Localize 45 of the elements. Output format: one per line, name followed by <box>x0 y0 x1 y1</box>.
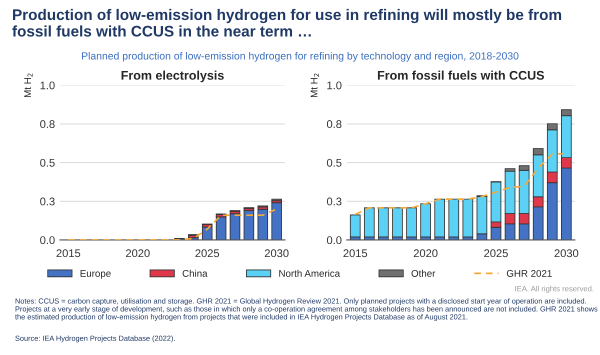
bar <box>448 198 460 238</box>
x-tick-label: 2020 <box>414 249 438 258</box>
x-tick-label: 2020 <box>126 249 150 258</box>
bar <box>378 207 389 238</box>
chart-subtitle: Planned production of low-emission hydrogen for refining by technology and region, 2018-2030 <box>82 52 518 62</box>
y-tick-label: 0.5 <box>326 158 342 167</box>
y-tick-label: 0.8 <box>40 120 55 128</box>
x-tick-label: 2015 <box>343 249 368 258</box>
y-tick-label: 1.0 <box>327 81 342 90</box>
legend-label: Other <box>412 270 436 277</box>
x-tick-label: 2015 <box>56 249 80 258</box>
y-tick-label: 0.5 <box>40 158 55 167</box>
x-tick-label: 2030 <box>554 249 578 258</box>
bar <box>350 214 361 238</box>
bar <box>462 198 474 238</box>
y-axis-title: Mt H$_{2}$ <box>310 74 319 98</box>
y-tick-label: 1.0 <box>40 81 55 90</box>
x-tick-label: 2025 <box>484 249 508 258</box>
legend-label: North America <box>279 270 340 277</box>
bar <box>434 198 446 238</box>
bar <box>216 216 226 240</box>
bar <box>490 226 502 240</box>
y-tick-label: 0.3 <box>326 198 342 206</box>
bar <box>392 207 403 238</box>
legend-label: Europe <box>80 270 111 279</box>
y-tick-label: 0.3 <box>40 198 55 206</box>
bar <box>271 202 282 240</box>
bar <box>244 210 254 240</box>
bar <box>364 207 375 238</box>
bar <box>230 213 240 240</box>
y-axis-title: Mt H$_{2}$ <box>24 74 33 98</box>
bar <box>420 203 431 238</box>
legend-label: China <box>182 270 208 277</box>
legend-label: GHR 2021 <box>506 270 552 277</box>
y-tick-label: 0.0 <box>326 236 342 244</box>
legend-title: From fossil fuels with CCUS <box>378 70 544 80</box>
line-series <box>68 208 278 240</box>
y-tick-label: 0.8 <box>326 120 342 128</box>
x-tick-label: 2025 <box>195 249 220 258</box>
chart-title: Production of low-emission hydrogen for use in refining will mostly be from fossil fuels with CCUS in the near term … <box>12 8 562 37</box>
y-tick-label: 0.0 <box>40 236 55 244</box>
bar <box>257 208 268 240</box>
bar <box>406 207 417 238</box>
x-tick-label: 2030 <box>264 249 289 258</box>
legend-title: From electrolysis <box>122 70 224 82</box>
